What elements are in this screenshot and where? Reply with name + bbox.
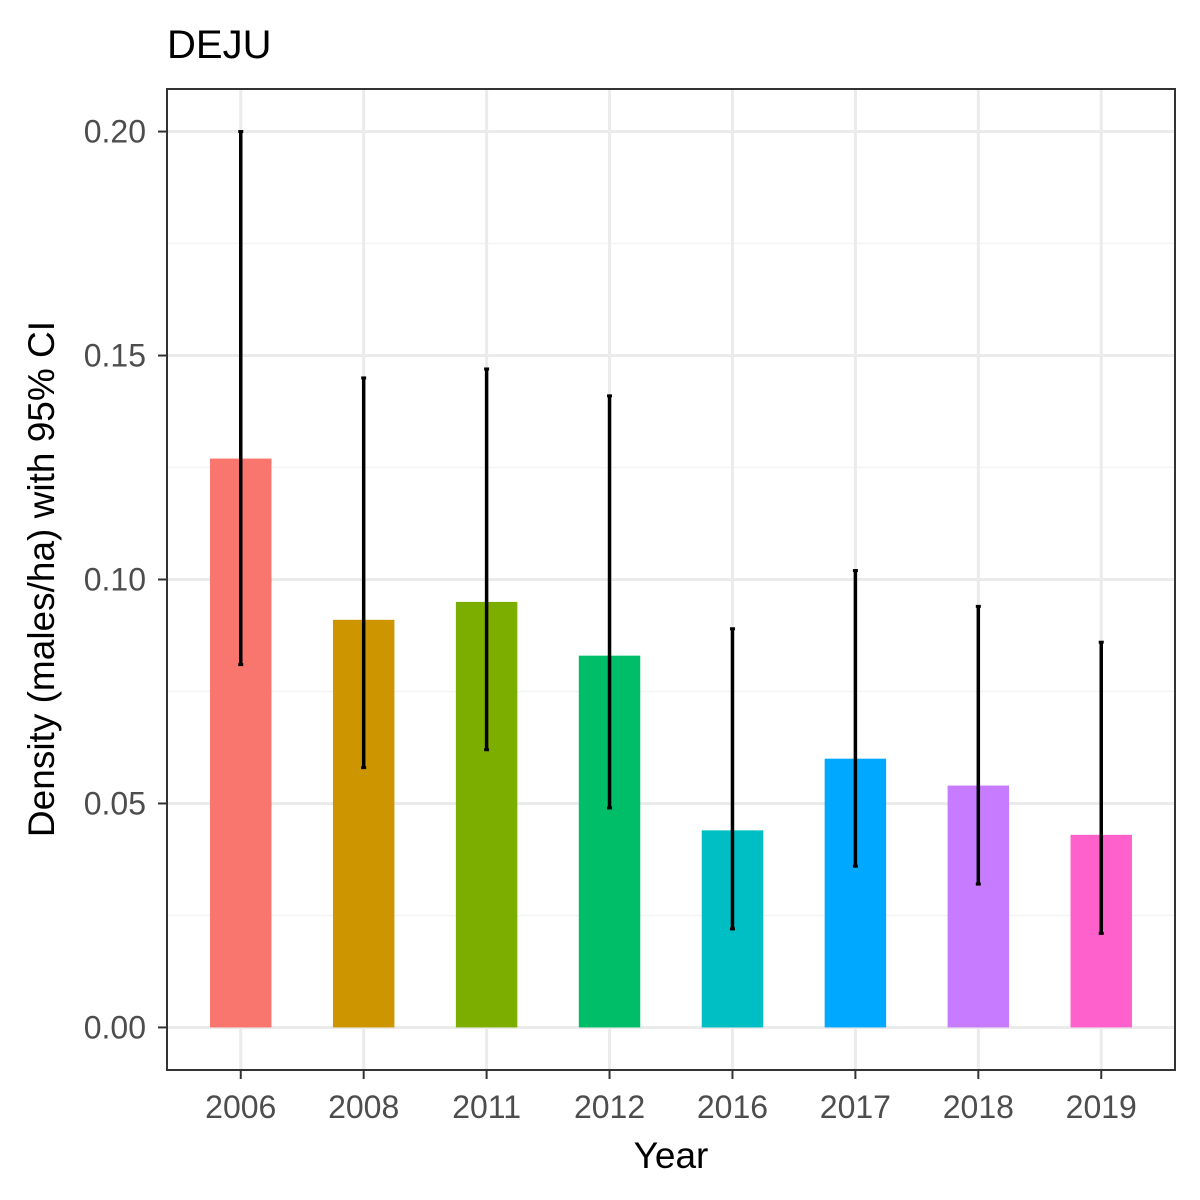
chart-title: DEJU	[167, 23, 271, 67]
y-tick-label: 0.15	[84, 338, 146, 374]
y-tick-label: 0.00	[84, 1009, 146, 1045]
error-bar-2019	[1098, 640, 1104, 935]
grid	[167, 89, 1175, 1070]
y-axis-title: Density (males/ha) with 95% CI	[21, 321, 62, 837]
x-tick-label-2008: 2008	[328, 1089, 399, 1125]
y-tick-label: 0.20	[84, 114, 146, 150]
x-tick-label-2012: 2012	[574, 1089, 645, 1125]
error-bar-2016	[729, 627, 735, 931]
y-tick-label: 0.10	[84, 562, 146, 598]
error-bar-2012	[607, 394, 613, 810]
y-axis: 0.00 0.05 0.10 0.15 0.20	[84, 114, 167, 1045]
x-axis: 2006 2008 2011 2012 2016 2017 2018 2019	[205, 1070, 1137, 1125]
x-tick-label-2018: 2018	[943, 1089, 1014, 1125]
x-tick-label-2016: 2016	[697, 1089, 768, 1125]
error-bar-2008	[361, 376, 367, 770]
error-bar-2018	[975, 604, 981, 886]
bars	[210, 458, 1132, 1028]
x-tick-label-2006: 2006	[205, 1089, 276, 1125]
y-tick-label: 0.05	[84, 785, 146, 821]
error-bar-2006	[238, 130, 244, 667]
x-tick-label-2011: 2011	[452, 1089, 521, 1125]
x-axis-title: Year	[634, 1135, 709, 1176]
error-bar-2017	[852, 569, 858, 868]
error-bars	[238, 130, 1104, 935]
x-tick-label-2017: 2017	[820, 1089, 891, 1125]
x-tick-label-2019: 2019	[1066, 1089, 1137, 1125]
error-bar-2011	[484, 367, 490, 752]
